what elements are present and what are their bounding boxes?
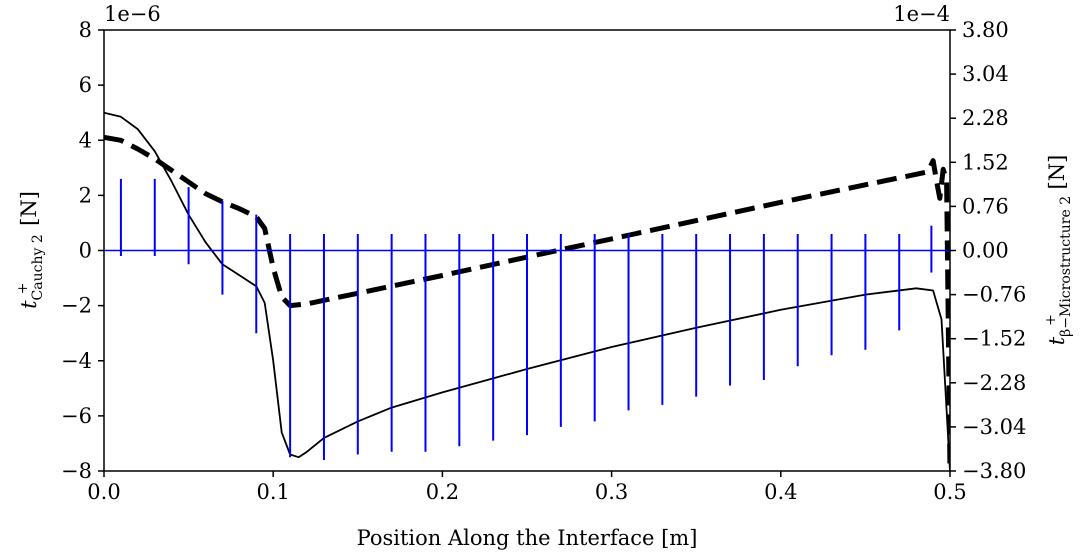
left-axis-title-unit: [N] <box>17 191 41 232</box>
right-y-tick-label: −2.28 <box>962 371 1026 395</box>
x-tick-label: 0.5 <box>933 480 966 504</box>
right-y-tick-label: 2.28 <box>962 106 1009 130</box>
right-axis-title-sub: β−Microstructure 2 <box>1058 196 1074 337</box>
left-offset-text: 1e−6 <box>104 2 161 26</box>
left-y-tick-label: −2 <box>61 294 92 318</box>
left-y-tick-label: 2 <box>79 183 92 207</box>
left-y-tick-label: 4 <box>79 128 92 152</box>
right-axis-title-unit: [N] <box>1045 155 1069 196</box>
right-y-tick-label: −3.04 <box>962 415 1026 439</box>
left-y-tick-label: −6 <box>61 404 92 428</box>
left-y-tick-label: −4 <box>61 349 92 373</box>
x-tick-label: 0.4 <box>764 480 797 504</box>
right-y-tick-label: −0.76 <box>962 283 1026 307</box>
left-axis-title-sub: Cauchy 2 <box>30 234 46 300</box>
axes-layer: 0.0 0.1 0.2 0.3 0.4 0.5 −8 −6 −4 −2 0 2 4 6 8 −3.80 −3.0… <box>61 18 1026 504</box>
x-tick-label: 0.0 <box>87 480 120 504</box>
right-y-tick-label: −1.52 <box>962 327 1026 351</box>
right-y-tick-label: 3.04 <box>962 62 1009 86</box>
left-axis-title: tCauchy 2+ [N] <box>15 191 46 309</box>
left-axis-title-main: t <box>17 300 41 309</box>
right-y-tick-label: 3.80 <box>962 18 1009 42</box>
x-tick-label: 0.2 <box>426 480 459 504</box>
left-y-tick-label: 0 <box>79 239 92 263</box>
series-layer <box>104 111 950 471</box>
right-axis-title-main: t <box>1045 336 1069 345</box>
left-y-tick-label: 8 <box>79 18 92 42</box>
right-y-tick-label: −3.80 <box>962 459 1026 483</box>
right-offset-text: 1e−4 <box>893 2 950 26</box>
solid-series-line <box>104 111 950 471</box>
left-axis-title-sup: + <box>15 283 31 295</box>
right-y-tick-label: 0.00 <box>962 239 1009 263</box>
x-tick-label: 0.1 <box>256 480 289 504</box>
right-axis-title: tβ−Microstructure 2+ [N] <box>1043 155 1074 346</box>
right-y-tick-label: 1.52 <box>962 150 1009 174</box>
x-axis-title: Position Along the Interface [m] <box>357 526 698 550</box>
left-y-tick-label: 6 <box>79 73 92 97</box>
right-axis-title-sup: + <box>1043 314 1059 326</box>
left-y-tick-label: −8 <box>61 459 92 483</box>
x-tick-label: 0.3 <box>595 480 628 504</box>
right-y-tick-label: 0.76 <box>962 194 1009 218</box>
